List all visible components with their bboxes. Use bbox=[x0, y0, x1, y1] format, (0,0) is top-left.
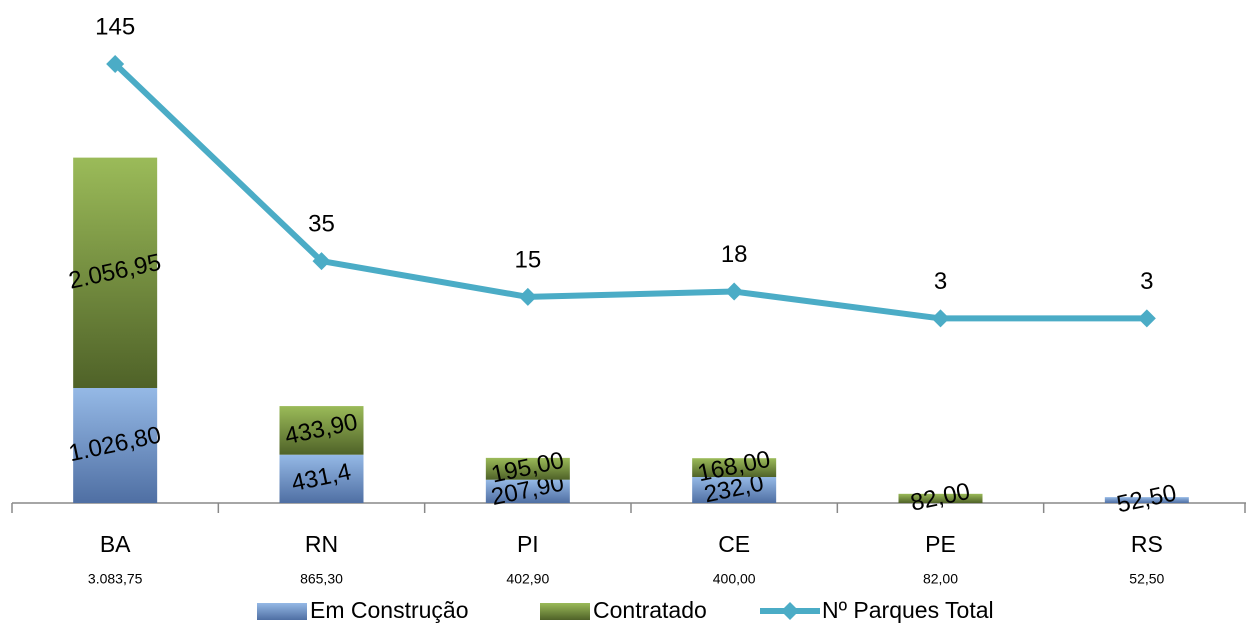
legend-label: Contratado bbox=[593, 597, 707, 623]
x-tick-label: BA bbox=[100, 531, 131, 557]
data-label: 35 bbox=[308, 210, 335, 237]
bar bbox=[279, 406, 364, 455]
x-tick-label: RN bbox=[305, 531, 338, 557]
data-label: 3 bbox=[934, 268, 947, 295]
bar bbox=[692, 477, 777, 503]
category-total: 865,30 bbox=[300, 571, 343, 587]
bar bbox=[485, 479, 570, 503]
bar bbox=[73, 387, 158, 503]
legend-swatch bbox=[540, 603, 590, 620]
legend-label: Nº Parques Total bbox=[822, 597, 994, 623]
category-total: 52,50 bbox=[1129, 571, 1164, 587]
data-label: 15 bbox=[514, 246, 541, 273]
line-marker bbox=[931, 309, 950, 328]
line-marker bbox=[725, 282, 744, 301]
bar bbox=[1104, 497, 1189, 503]
legend-swatch bbox=[257, 603, 307, 620]
bar bbox=[73, 157, 158, 388]
legend-swatch bbox=[781, 602, 799, 620]
line-marker bbox=[312, 252, 331, 271]
bar bbox=[692, 458, 777, 478]
bar bbox=[898, 493, 983, 503]
data-label: 145 bbox=[95, 13, 135, 40]
x-tick-label: PI bbox=[517, 531, 539, 557]
data-label: 52,50 bbox=[1114, 479, 1178, 518]
x-tick-label: CE bbox=[718, 531, 750, 557]
line-marker bbox=[106, 54, 125, 73]
legend-label: Em Construção bbox=[310, 597, 469, 623]
line-marker bbox=[518, 287, 537, 306]
x-tick-label: RS bbox=[1131, 531, 1163, 557]
category-total: 3.083,75 bbox=[88, 571, 143, 587]
line bbox=[113, 61, 1147, 322]
data-label: 82,00 bbox=[908, 478, 972, 517]
line-marker bbox=[1137, 309, 1156, 328]
category-total: 82,00 bbox=[923, 571, 958, 587]
category-total: 402,90 bbox=[506, 571, 549, 587]
bar bbox=[279, 454, 364, 503]
category-total: 400,00 bbox=[713, 571, 756, 587]
data-label: 18 bbox=[721, 241, 748, 268]
x-tick-label: PE bbox=[925, 531, 956, 557]
data-label: 3 bbox=[1140, 268, 1153, 295]
bar bbox=[485, 457, 570, 480]
